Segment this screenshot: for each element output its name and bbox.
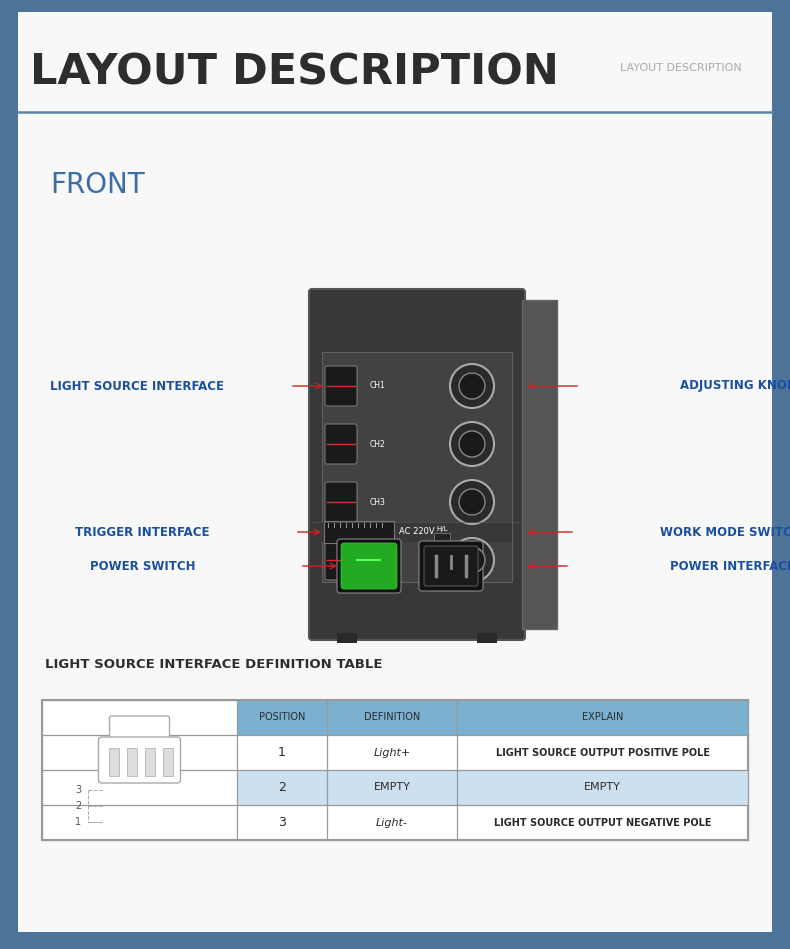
FancyBboxPatch shape xyxy=(99,737,180,783)
Bar xyxy=(457,700,748,735)
Circle shape xyxy=(459,373,485,399)
Circle shape xyxy=(450,364,494,408)
Bar xyxy=(237,770,327,805)
FancyBboxPatch shape xyxy=(325,482,357,522)
Bar xyxy=(477,633,497,643)
Circle shape xyxy=(459,547,485,573)
Bar xyxy=(522,300,557,629)
Bar xyxy=(42,700,748,840)
Text: ADJUSTING KNOB: ADJUSTING KNOB xyxy=(680,380,790,393)
FancyBboxPatch shape xyxy=(325,366,357,406)
Circle shape xyxy=(459,489,485,515)
Text: POSITION: POSITION xyxy=(259,713,305,722)
Text: WORK MODE SWITCH: WORK MODE SWITCH xyxy=(660,526,790,538)
Bar xyxy=(145,748,155,776)
Text: LIGHT SOURCE OUTPUT POSITIVE POLE: LIGHT SOURCE OUTPUT POSITIVE POLE xyxy=(495,748,709,757)
Text: H/L: H/L xyxy=(436,526,448,532)
Text: Light-: Light- xyxy=(376,817,408,828)
Circle shape xyxy=(459,431,485,457)
Text: CH4: CH4 xyxy=(370,555,386,565)
Bar xyxy=(327,770,457,805)
Text: EMPTY: EMPTY xyxy=(584,783,621,792)
Bar xyxy=(322,352,512,582)
Text: 2: 2 xyxy=(75,801,81,811)
FancyBboxPatch shape xyxy=(337,539,401,593)
Text: LAYOUT DESCRIPTION: LAYOUT DESCRIPTION xyxy=(30,51,559,93)
FancyBboxPatch shape xyxy=(325,424,357,464)
Text: AC 220V: AC 220V xyxy=(399,528,434,536)
Text: LIGHT SOURCE INTERFACE DEFINITION TABLE: LIGHT SOURCE INTERFACE DEFINITION TABLE xyxy=(45,659,382,672)
FancyBboxPatch shape xyxy=(110,716,170,742)
FancyBboxPatch shape xyxy=(419,541,483,591)
Text: LIGHT SOURCE OUTPUT NEGATIVE POLE: LIGHT SOURCE OUTPUT NEGATIVE POLE xyxy=(494,817,711,828)
Text: LAYOUT DESCRIPTION: LAYOUT DESCRIPTION xyxy=(620,63,742,73)
FancyBboxPatch shape xyxy=(341,543,397,589)
Bar xyxy=(237,700,327,735)
Circle shape xyxy=(450,538,494,582)
Text: CH1: CH1 xyxy=(370,381,386,390)
Text: DEFINITION: DEFINITION xyxy=(364,713,420,722)
Bar xyxy=(126,748,137,776)
Text: CH2: CH2 xyxy=(370,439,386,449)
Bar xyxy=(337,633,357,643)
Text: POWER SWITCH: POWER SWITCH xyxy=(90,560,195,572)
Bar xyxy=(324,521,394,543)
Text: CH3: CH3 xyxy=(370,497,386,507)
FancyBboxPatch shape xyxy=(325,540,357,580)
Text: 1: 1 xyxy=(278,746,286,759)
Text: FRONT: FRONT xyxy=(50,171,145,199)
Text: Light+: Light+ xyxy=(374,748,411,757)
Text: 2: 2 xyxy=(278,781,286,794)
FancyBboxPatch shape xyxy=(424,546,478,586)
Bar xyxy=(322,522,512,542)
Text: 3: 3 xyxy=(75,785,81,795)
Text: 1: 1 xyxy=(75,817,81,827)
Text: EMPTY: EMPTY xyxy=(374,783,411,792)
Text: EXPLAIN: EXPLAIN xyxy=(581,713,623,722)
FancyBboxPatch shape xyxy=(309,289,525,640)
Bar xyxy=(434,533,450,541)
Text: POWER INTERFACE: POWER INTERFACE xyxy=(670,560,790,572)
Bar xyxy=(108,748,118,776)
Text: 3: 3 xyxy=(278,816,286,829)
Bar xyxy=(327,700,457,735)
Bar xyxy=(163,748,172,776)
Text: TRIGGER INTERFACE: TRIGGER INTERFACE xyxy=(75,526,209,538)
Text: LIGHT SOURCE INTERFACE: LIGHT SOURCE INTERFACE xyxy=(50,380,224,393)
Bar xyxy=(457,770,748,805)
Circle shape xyxy=(450,422,494,466)
Circle shape xyxy=(450,480,494,524)
